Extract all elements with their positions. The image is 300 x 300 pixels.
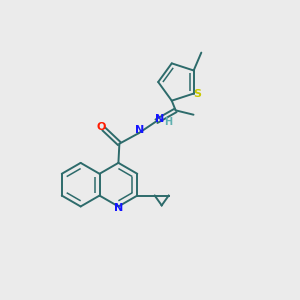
- Text: N: N: [135, 125, 144, 135]
- Text: S: S: [194, 88, 202, 98]
- Text: N: N: [114, 203, 123, 214]
- Text: O: O: [96, 122, 105, 132]
- Text: N: N: [155, 114, 164, 124]
- Text: H: H: [164, 117, 172, 127]
